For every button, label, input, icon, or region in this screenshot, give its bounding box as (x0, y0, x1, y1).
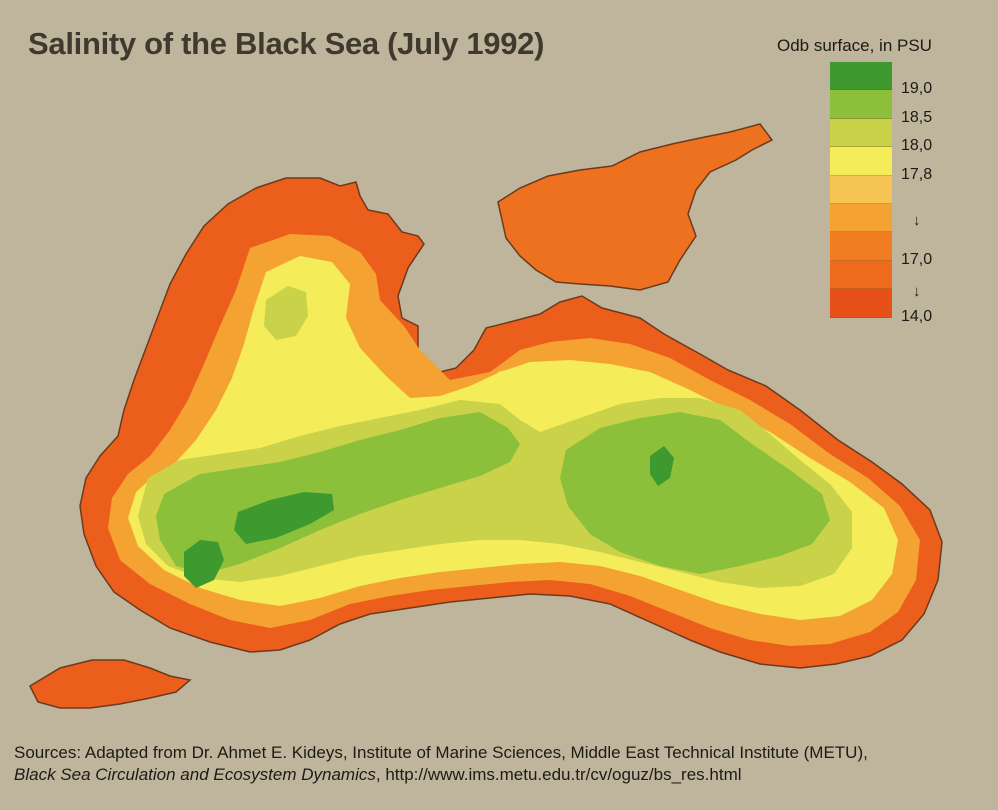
legend-swatch (830, 90, 892, 119)
legend-swatch (830, 232, 892, 261)
legend-label: 17,8 (901, 166, 933, 183)
legend-label: 18,5 (901, 109, 933, 126)
legend-color-scale (830, 62, 892, 318)
legend-swatch (830, 175, 892, 204)
legend-swatch (830, 289, 892, 318)
salinity-patch-north-east (498, 364, 614, 396)
legend-title: Odb surface, in PSU (777, 36, 932, 55)
legend-label: 14,0 (901, 308, 933, 325)
legend-swatch (830, 62, 892, 91)
source-credit: Sources: Adapted from Dr. Ahmet E. Kidey… (14, 742, 868, 786)
legend-label: 18,0 (901, 137, 933, 154)
salinity-band-19-west-1 (234, 492, 334, 544)
legend-label: 19,0 (901, 80, 933, 97)
salinity-band-19-east (650, 446, 674, 486)
legend-arrow-down-icon: ↓ (913, 212, 921, 229)
salinity-band-19-west-2 (184, 540, 224, 588)
legend-swatch (830, 260, 892, 290)
source-line-2: Black Sea Circulation and Ecosystem Dyna… (14, 764, 868, 786)
map-title: Salinity of the Black Sea (July 1992) (28, 26, 545, 61)
legend-swatch (830, 147, 892, 176)
source-url: , http://www.ims.metu.edu.tr/cv/oguz/bs_… (375, 765, 742, 784)
salinity-band-185-east (560, 412, 830, 574)
source-line-1: Sources: Adapted from Dr. Ahmet E. Kidey… (14, 743, 868, 762)
salinity-patch-north-west (264, 286, 308, 340)
legend-swatch (830, 118, 892, 148)
source-publication-title: Black Sea Circulation and Ecosystem Dyna… (14, 765, 376, 784)
legend-swatch (830, 203, 892, 233)
sea-of-azov (497, 123, 774, 291)
legend-label: 17,0 (901, 251, 933, 268)
bosphorus-marmara (29, 659, 192, 709)
legend-arrow-down-icon: ↓ (913, 283, 921, 300)
